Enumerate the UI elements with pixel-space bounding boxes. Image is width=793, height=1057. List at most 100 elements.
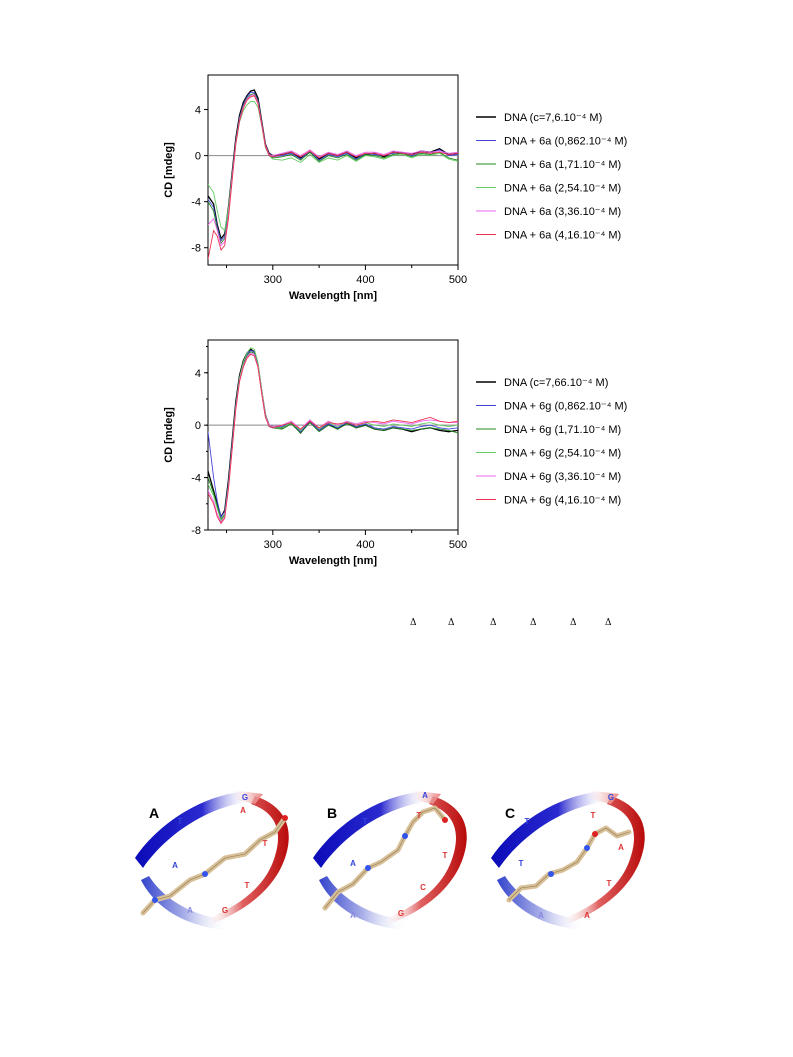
base-label: A	[187, 906, 193, 915]
base-label: T	[363, 817, 368, 826]
nitrogen-atom	[402, 833, 408, 839]
base-label: C	[420, 883, 426, 892]
dna-strand-red	[561, 796, 645, 926]
series-line	[208, 89, 458, 240]
dna-strand-red	[205, 796, 289, 926]
dna-strand-blue-lower	[319, 876, 407, 930]
series-line	[208, 95, 458, 260]
base-label: A	[172, 861, 178, 870]
legend-label: DNA + 6a (3,36.10⁻⁴ M)	[504, 206, 621, 218]
base-label: T	[525, 817, 530, 826]
dna-strand-blue	[491, 792, 603, 868]
base-label: T	[591, 811, 596, 820]
dna-strand-blue	[135, 792, 247, 868]
delta-symbol: Δ	[410, 618, 417, 628]
nitrogen-atom	[152, 897, 158, 903]
series-line	[208, 353, 458, 525]
series-line	[208, 94, 458, 247]
base-label: G	[222, 906, 228, 915]
panel-label: A	[149, 805, 159, 821]
base-label: T	[417, 811, 422, 820]
cd-spectrum-chart-6a: 4 0 -4 -8 300 400 500 Wavelength [nm] CD [mdeg] D…	[163, 74, 627, 302]
legend-label: DNA + 6a (0,862.10⁻⁴ M)	[504, 136, 627, 148]
legend-label: DNA (c=7,66.10⁻⁴ M)	[504, 377, 608, 389]
y-tick-label: 4	[195, 368, 201, 380]
base-label: A	[350, 859, 356, 868]
series-line	[208, 348, 458, 519]
delta-symbol-row: Δ Δ Δ Δ Δ Δ	[400, 618, 630, 634]
ligand-outline	[324, 807, 446, 909]
x-tick-label: 400	[356, 274, 374, 286]
base-label: T	[263, 839, 268, 848]
base-label: G	[242, 793, 248, 802]
legend-label: DNA + 6g (3,36.10⁻⁴ M)	[504, 471, 621, 483]
x-tick-label: 500	[449, 274, 467, 286]
y-tick-label: 0	[195, 151, 201, 163]
series-line	[208, 101, 458, 232]
legend-label: DNA + 6g (1,71.10⁻⁴ M)	[504, 424, 621, 436]
base-label: G	[398, 909, 404, 918]
series-line	[208, 351, 458, 521]
base-label: A	[584, 911, 590, 920]
ligand-outline	[508, 827, 630, 901]
legend-label: DNA + 6a (4,16.10⁻⁴ M)	[504, 230, 621, 242]
delta-symbol: Δ	[448, 618, 455, 628]
series-line	[208, 349, 458, 518]
x-axis-label: Wavelength [nm]	[289, 290, 378, 302]
y-tick-label: 4	[195, 105, 201, 117]
delta-symbol: Δ	[605, 618, 612, 628]
legend-label: DNA + 6g (4,16.10⁻⁴ M)	[504, 495, 621, 507]
cd-spectrum-chart-6g: 4 0 -4 -8 300 400 500 Wavelength [nm] CD [mdeg] D…	[163, 339, 627, 567]
nitrogen-atom	[202, 871, 208, 877]
legend-label: DNA + 6g (0,862.10⁻⁴ M)	[504, 401, 627, 413]
nitrogen-atom	[548, 871, 554, 877]
plot-frame	[207, 74, 459, 266]
series-line	[208, 91, 458, 242]
base-label: A	[618, 843, 624, 852]
legend-label: DNA + 6a (2,54.10⁻⁴ M)	[504, 183, 621, 195]
legend-label: DNA + 6g (2,54.10⁻⁴ M)	[504, 448, 621, 460]
base-label: T	[519, 859, 524, 868]
base-label: A	[422, 791, 428, 800]
base-label: G	[608, 793, 614, 802]
nitrogen-atom	[365, 865, 371, 871]
x-tick-label: 500	[449, 539, 467, 551]
series-line	[208, 352, 458, 523]
y-tick-label: 0	[195, 420, 201, 432]
x-tick-label: 300	[264, 539, 282, 551]
base-label: A	[350, 911, 356, 920]
legend-label: DNA (c=7,6.10⁻⁴ M)	[504, 112, 602, 124]
ligand-molecule	[322, 805, 448, 911]
oxygen-atom	[282, 815, 288, 821]
x-tick-label: 400	[356, 539, 374, 551]
dna-strand-red	[383, 796, 467, 926]
y-tick-label: -4	[191, 473, 201, 485]
base-label: T	[443, 851, 448, 860]
base-label: T	[178, 817, 183, 826]
dna-strand-blue-lower	[141, 876, 229, 930]
series-line	[208, 92, 458, 245]
base-label: T	[245, 881, 250, 890]
ligand-outline	[142, 817, 286, 914]
dna-strand-red-top	[585, 790, 619, 804]
x-tick-label: 300	[264, 274, 282, 286]
delta-symbol: Δ	[530, 618, 537, 628]
x-axis-label: Wavelength [nm]	[289, 555, 378, 567]
series-line	[208, 347, 458, 522]
docking-panel: G T T A T A T A C	[491, 790, 645, 930]
dna-strand-red-top	[229, 790, 263, 804]
legend-label: DNA + 6a (1,71.10⁻⁴ M)	[504, 159, 621, 171]
panel-label: C	[505, 805, 515, 821]
delta-symbol: Δ	[490, 618, 497, 628]
delta-symbol: Δ	[570, 618, 577, 628]
dna-strand-red-top	[407, 790, 441, 804]
y-tick-label: -4	[191, 197, 201, 209]
plot-frame	[207, 339, 459, 531]
dna-strand-blue-lower	[497, 876, 585, 930]
y-axis-label: CD [mdeg]	[163, 407, 175, 463]
dna-strand-blue	[313, 792, 425, 868]
oxygen-atom	[592, 831, 598, 837]
y-tick-label: -8	[191, 243, 201, 255]
